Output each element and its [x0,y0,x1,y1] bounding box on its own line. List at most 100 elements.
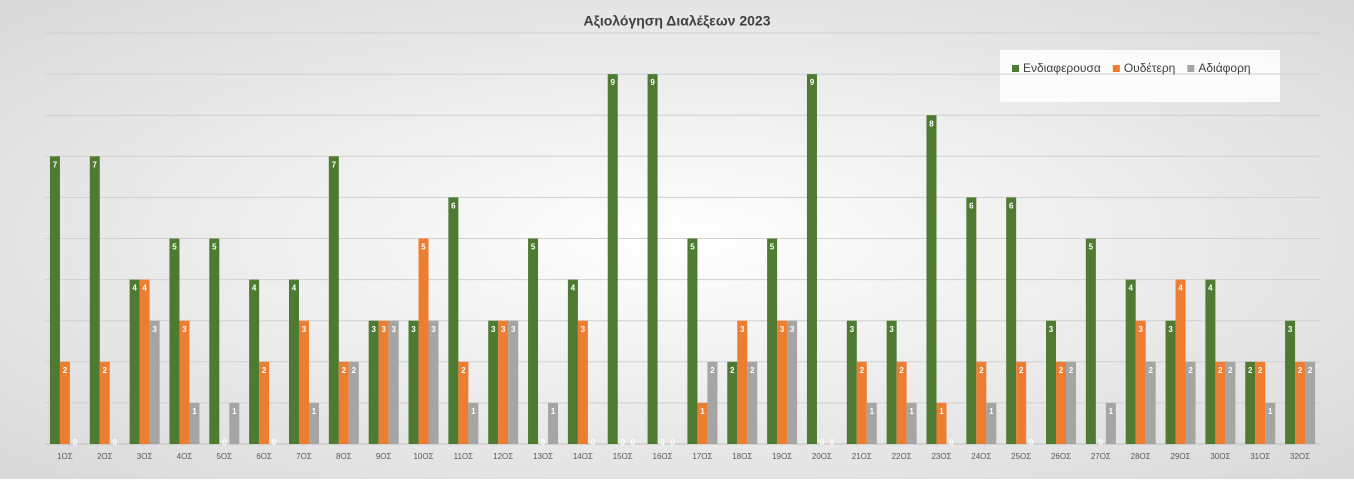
x-tick-label: 10ΟΣ [413,452,433,461]
data-label: 0 [670,438,675,447]
data-label: 0 [1099,438,1104,447]
bar [1245,361,1256,444]
bar [249,279,260,444]
data-label: 0 [591,438,596,447]
bar [787,320,798,444]
bar [1265,402,1276,444]
data-label: 2 [1148,366,1153,375]
data-label: 1 [1109,407,1114,416]
data-label: 1 [312,407,317,416]
bar [298,320,309,444]
bar [707,361,718,444]
bar [1305,361,1316,444]
data-label: 3 [511,325,516,334]
data-label: 5 [770,243,775,252]
bar [926,115,937,444]
data-label: 4 [252,284,257,293]
x-tick-label: 5ΟΣ [216,452,232,461]
data-label: 5 [1089,243,1094,252]
data-label: 5 [531,243,536,252]
data-label: 1 [551,407,556,416]
x-tick-label: 23ΟΣ [931,452,951,461]
bar [767,238,778,444]
bar [468,402,479,444]
data-label: 1 [870,407,875,416]
x-tick-label: 21ΟΣ [852,452,872,461]
data-label: 3 [152,325,157,334]
bar [448,197,459,444]
data-label: 3 [371,325,376,334]
data-label: 1 [1268,407,1273,416]
legend-label: Αδιάφορη [1198,61,1250,75]
bar [378,320,389,444]
bar [1205,279,1216,444]
data-label: 0 [73,438,78,447]
data-label: 3 [740,325,745,334]
x-tick-label: 3ΟΣ [137,452,153,461]
data-label: 4 [132,284,137,293]
bar [1056,361,1067,444]
bar [687,238,698,444]
bar [348,361,359,444]
bar [508,320,519,444]
data-label: 3 [501,325,506,334]
data-label: 6 [969,202,974,211]
data-label: 3 [790,325,795,334]
x-tick-label: 16ΟΣ [653,452,673,461]
data-label: 1 [471,407,476,416]
bar [548,402,559,444]
data-label: 0 [660,438,665,447]
data-label: 1 [192,407,197,416]
data-label: 0 [830,438,835,447]
bar [229,402,240,444]
bar [1105,402,1116,444]
data-label: 3 [491,325,496,334]
bar [259,361,270,444]
bar [976,361,987,444]
data-label: 7 [93,160,98,169]
data-label: 3 [1168,325,1173,334]
data-label: 1 [989,407,994,416]
bar [1185,361,1196,444]
data-label: 4 [1208,284,1213,293]
bar [577,320,588,444]
legend-label: Ενδιαφερουσα [1023,61,1101,75]
data-label: 6 [451,202,456,211]
chart-title: Αξιολόγηση Διαλέξεων 2023 [584,13,771,29]
data-label: 4 [571,284,576,293]
data-label: 0 [113,438,118,447]
data-label: 2 [710,366,715,375]
data-label: 3 [850,325,855,334]
data-label: 9 [650,78,655,87]
bar [1085,238,1096,444]
x-tick-label: 27ΟΣ [1091,452,1111,461]
data-label: 1 [939,407,944,416]
bar [647,74,658,444]
x-tick-label: 2ΟΣ [97,452,113,461]
data-label: 2 [1019,366,1024,375]
data-label: 4 [292,284,297,293]
bar [1125,279,1136,444]
data-label: 0 [272,438,277,447]
bar [896,361,907,444]
bar [408,320,419,444]
bar [1165,320,1176,444]
data-label: 2 [979,366,984,375]
x-tick-label: 19ΟΣ [772,452,792,461]
data-label: 2 [1069,366,1074,375]
data-label: 2 [860,366,865,375]
data-label: 2 [1228,366,1233,375]
bar [338,361,349,444]
x-tick-label: 24ΟΣ [971,452,991,461]
data-label: 2 [103,366,108,375]
x-tick-label: 20ΟΣ [812,452,832,461]
bar [567,279,578,444]
data-label: 4 [1128,284,1133,293]
data-label: 9 [810,78,815,87]
bar [89,156,100,445]
data-label: 6 [1009,202,1014,211]
bar [747,361,758,444]
data-label: 0 [949,438,954,447]
x-tick-label: 17ΟΣ [692,452,712,461]
bar [607,74,618,444]
